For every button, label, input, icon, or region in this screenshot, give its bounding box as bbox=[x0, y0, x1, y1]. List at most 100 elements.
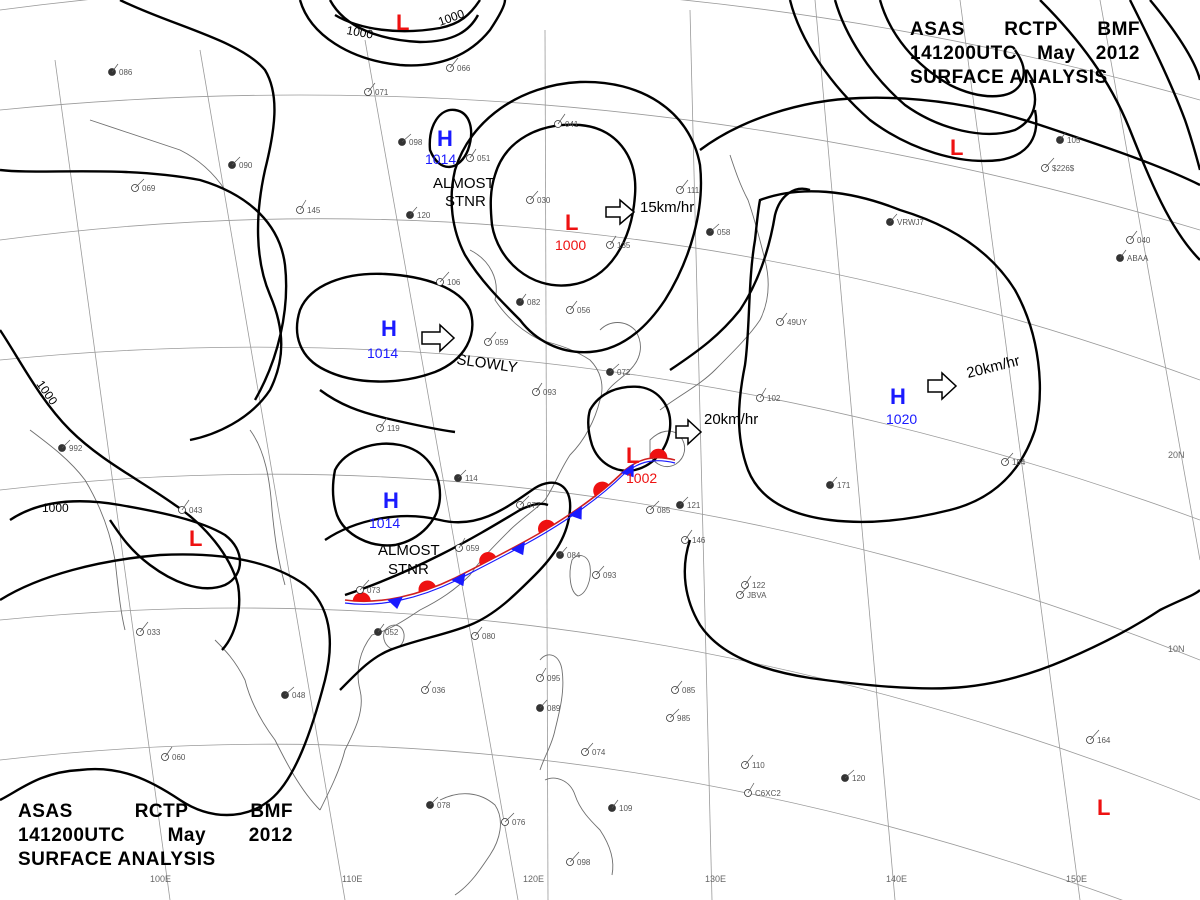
wind-barb bbox=[611, 799, 619, 809]
longitude-label: 150E bbox=[1066, 874, 1087, 884]
wind-barb bbox=[1059, 131, 1067, 141]
cold-front-symbol bbox=[510, 541, 525, 556]
wind-barb bbox=[164, 746, 173, 758]
coastline-india-east bbox=[29, 429, 126, 631]
warm-front-symbol bbox=[538, 519, 555, 534]
isobar bbox=[450, 80, 703, 354]
meridian-line bbox=[814, 0, 896, 900]
isobar bbox=[878, 0, 1025, 98]
wind-barb bbox=[519, 495, 530, 506]
longitude-label: 140E bbox=[886, 874, 907, 884]
parallel-line bbox=[0, 0, 1200, 101]
motion-arrow-east bbox=[927, 371, 958, 401]
isobar bbox=[699, 96, 1200, 187]
movement-note: ALMOST bbox=[433, 175, 495, 192]
coastline-inland bbox=[249, 429, 286, 586]
wind-barb bbox=[61, 439, 71, 449]
coastline-indochina bbox=[319, 634, 373, 811]
wind-barb bbox=[739, 585, 749, 596]
station-pressure-label: 085 bbox=[682, 686, 696, 695]
warm-front-symbol bbox=[418, 580, 436, 593]
wind-barb bbox=[457, 469, 467, 479]
pressure-center-value: 1014 bbox=[367, 345, 398, 361]
pressure-center-letter: H bbox=[437, 126, 453, 151]
station-pressure-label: 051 bbox=[477, 154, 491, 163]
station-pressure-label: 093 bbox=[603, 571, 617, 580]
station-pressure-label: 073 bbox=[367, 586, 381, 595]
station-pressure-label: 076 bbox=[512, 818, 526, 827]
motion-arrow-east bbox=[421, 323, 456, 353]
header-station: RCTP bbox=[1004, 19, 1058, 40]
wind-barb bbox=[1004, 452, 1014, 463]
station-pressure-label: 084 bbox=[567, 551, 581, 560]
station-pressure-label: 184 bbox=[1012, 458, 1026, 467]
stationary-front bbox=[344, 448, 676, 610]
meridian-line bbox=[959, 0, 1081, 900]
warm-front-symbol bbox=[352, 592, 371, 602]
isobar bbox=[0, 553, 331, 817]
coastline-korea bbox=[599, 322, 641, 396]
isobar bbox=[334, 0, 481, 33]
parallel-line bbox=[0, 218, 1200, 381]
wind-barb bbox=[449, 57, 459, 69]
station-pressure-label: 985 bbox=[677, 714, 691, 723]
header-year: 2012 bbox=[1095, 43, 1140, 64]
header-time: 141200UTC bbox=[910, 43, 1017, 64]
station-pressure-label: 093 bbox=[543, 388, 557, 397]
wind-barb bbox=[469, 148, 477, 159]
station-pressure-label: 052 bbox=[385, 628, 399, 637]
movement-note: STNR bbox=[388, 561, 429, 578]
wind-barb bbox=[779, 312, 788, 323]
isobar bbox=[331, 442, 442, 547]
station-pressure-label: 109 bbox=[619, 804, 633, 813]
pressure-center-value: 1000 bbox=[555, 237, 586, 253]
station-pressure-label: 069 bbox=[142, 184, 156, 193]
wind-barb bbox=[829, 476, 838, 486]
header-product: SURFACE ANALYSIS bbox=[910, 67, 1108, 88]
movement-note: SLOWLY bbox=[455, 351, 518, 376]
station-pressure-label: 085 bbox=[657, 506, 671, 515]
station-pressure-label: 041 bbox=[565, 120, 579, 129]
wind-barb bbox=[535, 382, 543, 393]
station-pressure-label: $226$ bbox=[1052, 164, 1075, 173]
station-pressure-label: 106 bbox=[447, 278, 461, 287]
station-pressure-label: 059 bbox=[495, 338, 509, 347]
meridian-line bbox=[1099, 0, 1200, 561]
wind-barb bbox=[569, 300, 578, 311]
station-pressure-label: 074 bbox=[592, 748, 606, 757]
wind-barb bbox=[584, 742, 594, 753]
motion-arrow-east bbox=[675, 418, 703, 446]
station-pressure-label: JBVA bbox=[747, 591, 767, 600]
station-pressure-label: 078 bbox=[437, 801, 451, 810]
wind-barb bbox=[679, 179, 689, 191]
cold-front-symbol bbox=[451, 572, 466, 587]
station-pressure-label: 146 bbox=[692, 536, 706, 545]
wind-barb bbox=[595, 565, 605, 576]
header-office: BMF bbox=[1097, 19, 1140, 40]
station-pressure-label: 048 bbox=[292, 691, 306, 700]
station-pressure-label: 077 bbox=[527, 501, 541, 510]
isobar bbox=[0, 168, 288, 401]
longitude-label: 100E bbox=[150, 874, 171, 884]
station-pressure-label: 089 bbox=[547, 704, 561, 713]
header-year: 2012 bbox=[248, 825, 293, 846]
motion-arrows bbox=[421, 198, 958, 446]
isobar-label: 1000 bbox=[345, 23, 374, 41]
wind-barb bbox=[1119, 249, 1127, 259]
isobar bbox=[428, 108, 473, 169]
station-pressure-label: 122 bbox=[752, 581, 766, 590]
pressure-center-letter: H bbox=[381, 316, 397, 341]
station-pressure-label: C6XC2 bbox=[755, 789, 781, 798]
map-labels: H 1014 H 1014 H 1014 H 1020 L 1000 L 100… bbox=[34, 6, 1185, 884]
meridian-line bbox=[199, 49, 346, 900]
wind-barb bbox=[1129, 230, 1138, 241]
warm-front-symbol bbox=[593, 481, 610, 497]
station-pressure-label: 135 bbox=[617, 241, 631, 250]
station-pressure-label: 072 bbox=[617, 368, 631, 377]
wind-barb bbox=[359, 579, 370, 591]
station-pressure-label: 111 bbox=[687, 186, 700, 195]
wind-barb bbox=[458, 537, 466, 549]
coastline-borneo bbox=[439, 793, 501, 896]
wind-barb bbox=[559, 546, 568, 556]
